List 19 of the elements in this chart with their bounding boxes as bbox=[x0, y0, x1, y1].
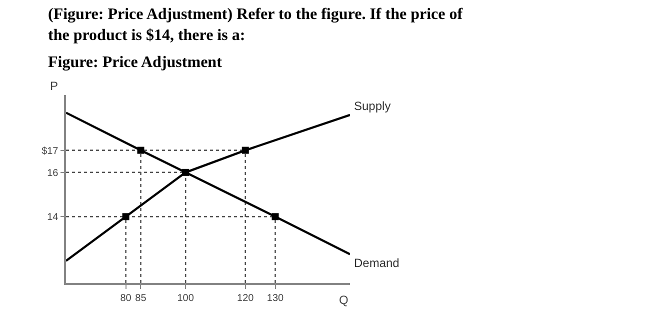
y-tick-label: $17 bbox=[42, 146, 59, 157]
y-tick-label: 16 bbox=[47, 168, 59, 179]
y-axis-title: P bbox=[50, 79, 58, 93]
point bbox=[122, 213, 130, 220]
chart-title: (Figure: Price Adjustment) Refer to the figure. If the price of the product is $14, there is a: bbox=[48, 6, 464, 44]
series-label: Demand bbox=[354, 256, 400, 270]
x-tick-label: 120 bbox=[237, 292, 254, 304]
point bbox=[242, 146, 249, 154]
point bbox=[272, 213, 279, 220]
y-tick-label: 14 bbox=[47, 212, 59, 224]
chart-subtitle: Figure: Price Adjustment bbox=[48, 54, 223, 71]
x-axis-title: Q bbox=[339, 293, 348, 307]
x-tick-label: 100 bbox=[177, 292, 194, 304]
series-label: Supply bbox=[354, 99, 391, 113]
point bbox=[137, 146, 144, 154]
x-tick-label: 130 bbox=[266, 292, 284, 304]
point bbox=[182, 168, 190, 176]
x-tick-label: 85 bbox=[135, 292, 147, 304]
x-tick-label: 80 bbox=[120, 292, 132, 304]
